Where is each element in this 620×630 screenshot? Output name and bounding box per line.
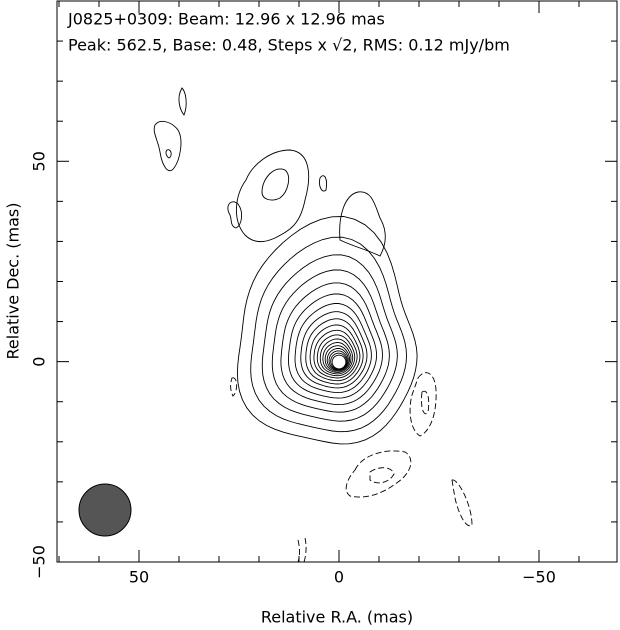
contour: [322, 342, 352, 373]
y-tick-label: 50: [30, 151, 49, 171]
contour: [324, 345, 350, 372]
contour-map: [153, 87, 473, 563]
contour: [271, 269, 390, 413]
negative-contour: [409, 372, 437, 437]
negative-contour: [230, 377, 238, 397]
contour: [319, 338, 354, 375]
contour: [236, 149, 310, 242]
contour: [309, 324, 361, 382]
contour: [250, 236, 407, 433]
contour: [236, 216, 418, 445]
negative-contour: [369, 467, 395, 484]
x-tick-label: −50: [522, 568, 556, 587]
contour: [261, 254, 398, 422]
negative-contour: [303, 537, 307, 563]
contour: [326, 347, 349, 371]
contour: [300, 311, 368, 389]
beam: [78, 483, 132, 537]
negative-contour: [451, 479, 473, 527]
y-axis-label: Relative Dec. (mas): [4, 203, 23, 360]
x-tick-label: 50: [129, 568, 149, 587]
contour: [313, 329, 358, 379]
title-line: Peak: 562.5, Base: 0.48, Steps x √2, RMS…: [68, 36, 510, 55]
contour: [305, 318, 364, 385]
contour: [261, 168, 290, 201]
negative-contour: [421, 390, 430, 415]
contour: [178, 87, 187, 116]
contour: [153, 120, 182, 172]
contour: [280, 282, 383, 406]
x-axis-label: Relative R.A. (mas): [261, 608, 413, 627]
title-line: J0825+0309: Beam: 12.96 x 12.96 mas: [67, 10, 385, 29]
y-tick-label: −50: [30, 545, 49, 579]
contour: [288, 293, 378, 399]
y-tick-label: 0: [30, 357, 49, 367]
negative-contour: [345, 450, 412, 498]
plot-frame: [56, 0, 618, 563]
contour: [331, 354, 347, 370]
contour: [319, 175, 327, 192]
negative-contour: [297, 539, 300, 563]
contour: [294, 303, 372, 394]
x-tick-label: 0: [334, 568, 344, 587]
contour: [227, 201, 243, 229]
contour: [165, 149, 172, 159]
contour: [316, 334, 356, 377]
